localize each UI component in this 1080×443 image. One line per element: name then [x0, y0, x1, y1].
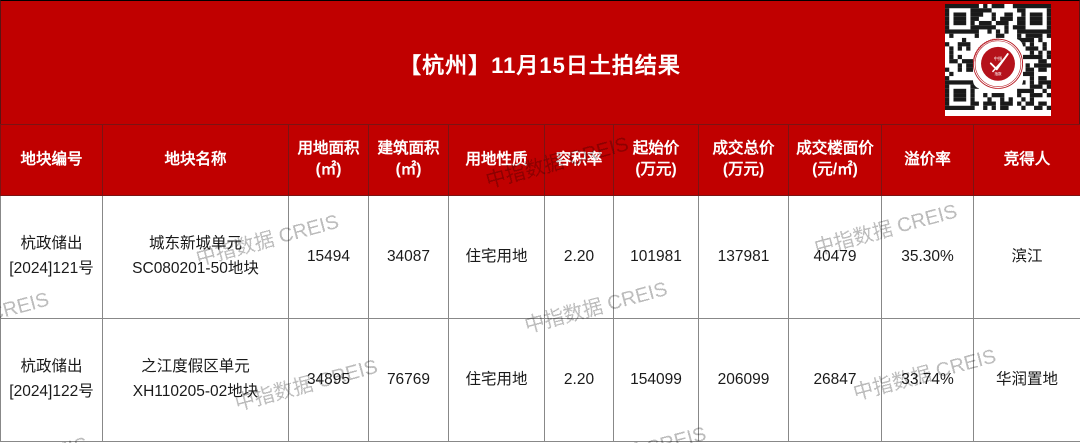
svg-text:指数: 指数 [994, 71, 1002, 76]
svg-text:中指: 中指 [994, 55, 1003, 62]
